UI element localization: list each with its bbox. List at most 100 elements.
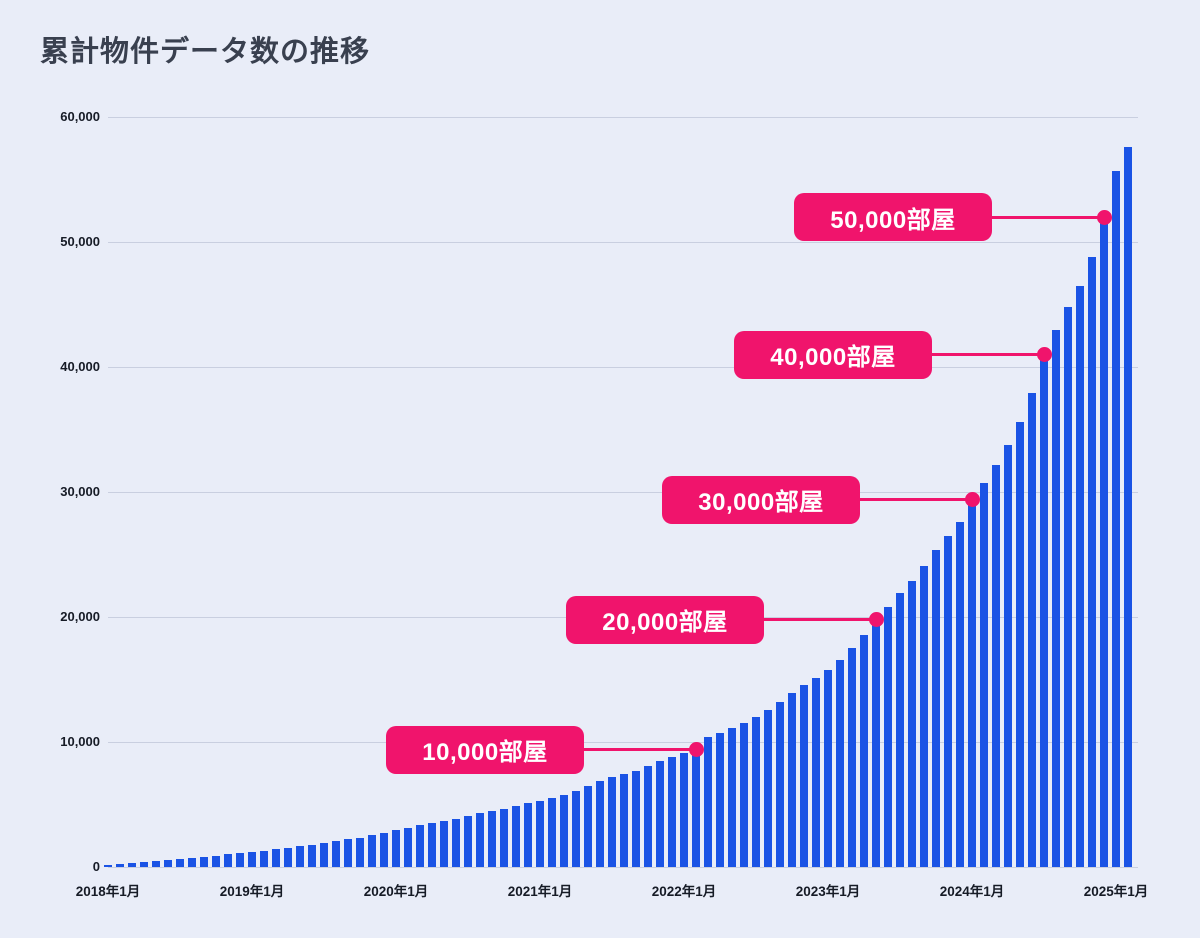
callout-label: 40,000部屋 bbox=[734, 330, 932, 379]
bar bbox=[716, 732, 724, 867]
bar bbox=[488, 810, 496, 867]
bar bbox=[1052, 329, 1060, 867]
callout-dot bbox=[868, 612, 884, 627]
x-axis-tick-label: 2024年1月 bbox=[939, 884, 1005, 899]
bar bbox=[980, 483, 988, 867]
bar bbox=[176, 858, 184, 867]
bar bbox=[764, 710, 772, 867]
bar bbox=[116, 864, 124, 867]
callout-line bbox=[932, 353, 1044, 356]
bar bbox=[152, 861, 160, 867]
x-axis-tick-label: 2018年1月 bbox=[75, 884, 141, 899]
x-axis-tick-label: 2022年1月 bbox=[651, 884, 717, 899]
gridline bbox=[108, 866, 1138, 868]
callout-label: 20,000部屋 bbox=[566, 595, 764, 644]
bar bbox=[800, 685, 808, 867]
bar bbox=[1112, 170, 1120, 867]
bar bbox=[404, 827, 412, 867]
bar bbox=[704, 737, 712, 867]
bar bbox=[848, 648, 856, 867]
x-axis-tick-label: 2025年1月 bbox=[1083, 884, 1149, 899]
bar bbox=[248, 852, 256, 867]
bar bbox=[236, 853, 244, 867]
bar bbox=[536, 800, 544, 867]
bar bbox=[920, 565, 928, 867]
bar bbox=[368, 835, 376, 867]
bar bbox=[140, 862, 148, 867]
bar bbox=[860, 634, 868, 867]
bar bbox=[308, 844, 316, 867]
bar bbox=[1064, 307, 1072, 867]
callout-label: 50,000部屋 bbox=[794, 193, 992, 241]
callout-line bbox=[764, 618, 876, 621]
y-axis-tick-label: 10,000 bbox=[60, 734, 100, 749]
bar bbox=[380, 832, 388, 867]
bar bbox=[356, 837, 364, 867]
bar bbox=[560, 794, 568, 867]
bar bbox=[320, 842, 328, 867]
bar bbox=[416, 825, 424, 867]
x-axis-tick-label: 2019年1月 bbox=[219, 884, 285, 899]
y-axis-tick-label: 50,000 bbox=[60, 234, 100, 249]
bar bbox=[452, 818, 460, 867]
bar bbox=[200, 856, 208, 867]
bar bbox=[824, 669, 832, 867]
callout-line bbox=[860, 498, 972, 501]
callout-dot bbox=[688, 742, 704, 757]
bar bbox=[284, 847, 292, 867]
bar bbox=[1016, 422, 1024, 867]
y-axis-tick-label: 40,000 bbox=[60, 359, 100, 374]
bar bbox=[104, 865, 112, 867]
x-axis-tick-label: 2023年1月 bbox=[795, 884, 861, 899]
bar bbox=[908, 580, 916, 867]
bar bbox=[752, 717, 760, 867]
x-axis-tick-label: 2020年1月 bbox=[363, 884, 429, 899]
bar bbox=[548, 798, 556, 867]
bar bbox=[896, 593, 904, 867]
bar bbox=[500, 808, 508, 867]
bar bbox=[1088, 257, 1096, 867]
bar bbox=[1076, 285, 1084, 867]
callout-label: 30,000部屋 bbox=[662, 475, 860, 524]
bar bbox=[224, 854, 232, 867]
bar bbox=[968, 499, 976, 867]
y-axis-tick-label: 20,000 bbox=[60, 609, 100, 624]
bar bbox=[632, 770, 640, 867]
bar bbox=[584, 786, 592, 867]
bar bbox=[524, 803, 532, 867]
bar bbox=[464, 816, 472, 867]
bar bbox=[296, 846, 304, 867]
chart-title: 累計物件データ数の推移 bbox=[40, 36, 371, 68]
bar bbox=[608, 777, 616, 867]
bar bbox=[332, 841, 340, 867]
bar bbox=[788, 693, 796, 867]
callout-line bbox=[992, 215, 1104, 219]
bar bbox=[128, 863, 136, 867]
gridline bbox=[108, 741, 1138, 743]
callout-line bbox=[584, 748, 696, 751]
bar bbox=[188, 857, 196, 867]
gridline bbox=[108, 116, 1138, 118]
bar bbox=[692, 749, 700, 867]
bar bbox=[392, 830, 400, 867]
bar bbox=[1040, 354, 1048, 867]
x-axis-tick-label: 2021年1月 bbox=[507, 884, 573, 899]
bar bbox=[668, 757, 676, 867]
bar bbox=[476, 813, 484, 867]
bar bbox=[260, 850, 268, 867]
gridline bbox=[108, 241, 1138, 243]
bar bbox=[428, 822, 436, 867]
callout-dot bbox=[1096, 209, 1112, 225]
bar bbox=[572, 790, 580, 867]
bar bbox=[212, 855, 220, 867]
callout-dot bbox=[964, 492, 980, 507]
callout-label: 10,000部屋 bbox=[386, 725, 584, 774]
bar bbox=[440, 820, 448, 867]
bar bbox=[1028, 393, 1036, 867]
bar bbox=[344, 839, 352, 867]
gridline bbox=[108, 366, 1138, 368]
bar bbox=[944, 535, 952, 867]
y-axis-tick-label: 0 bbox=[92, 859, 100, 874]
bar bbox=[1100, 217, 1108, 867]
